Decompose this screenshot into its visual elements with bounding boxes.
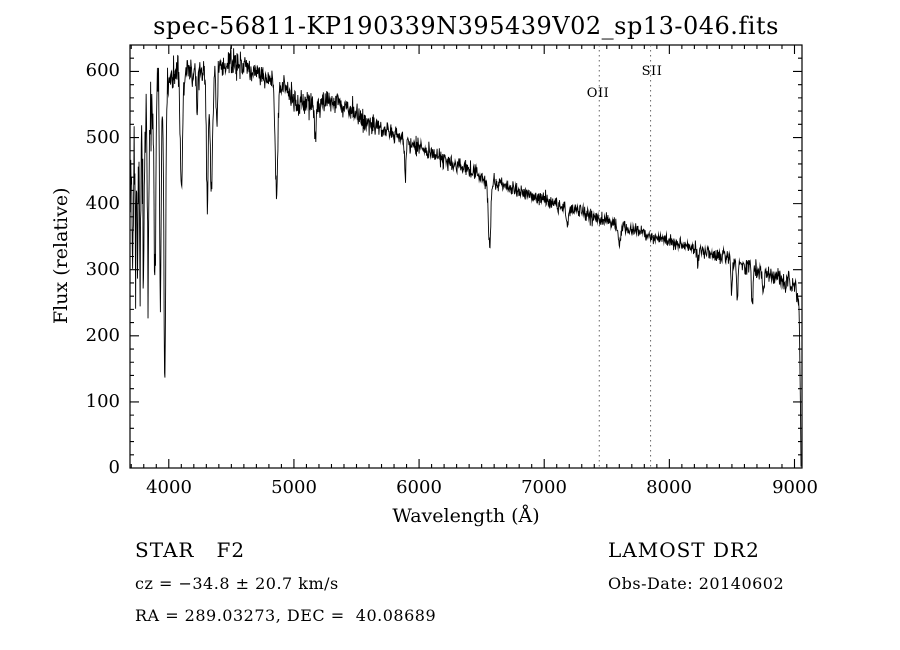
survey-label: LAMOST DR2	[608, 538, 760, 562]
x-tick-label-9000: 9000	[772, 477, 818, 498]
y-tick-label-300: 300	[85, 259, 120, 280]
x-axis-label: Wavelength (Å)	[392, 505, 540, 527]
x-tick-label-5000: 5000	[271, 477, 317, 498]
y-tick-label-200: 200	[85, 325, 120, 346]
sii-line-label: SII	[641, 64, 663, 79]
y-axis-label: Flux (relative)	[50, 187, 72, 325]
ra-dec-value: RA = 289.03273, DEC = 40.08689	[135, 606, 437, 625]
x-tick-label-4000: 4000	[146, 477, 192, 498]
x-tick-label-7000: 7000	[521, 477, 567, 498]
y-tick-label-600: 600	[85, 60, 120, 81]
y-tick-label-0: 0	[108, 457, 120, 478]
cz-value: cz = −34.8 ± 20.7 km/s	[135, 574, 339, 593]
object-class-label: STAR F2	[135, 538, 246, 562]
y-tick-label-100: 100	[85, 391, 120, 412]
y-tick-label-400: 400	[85, 193, 120, 214]
plot-title: spec-56811-KP190339N395439V02_sp13-046.f…	[153, 12, 779, 40]
y-tick-label-500: 500	[85, 127, 120, 148]
oii-line-label: OII	[586, 86, 610, 101]
x-tick-label-8000: 8000	[646, 477, 692, 498]
x-tick-label-6000: 6000	[396, 477, 442, 498]
obs-date: Obs-Date: 20140602	[608, 574, 785, 593]
